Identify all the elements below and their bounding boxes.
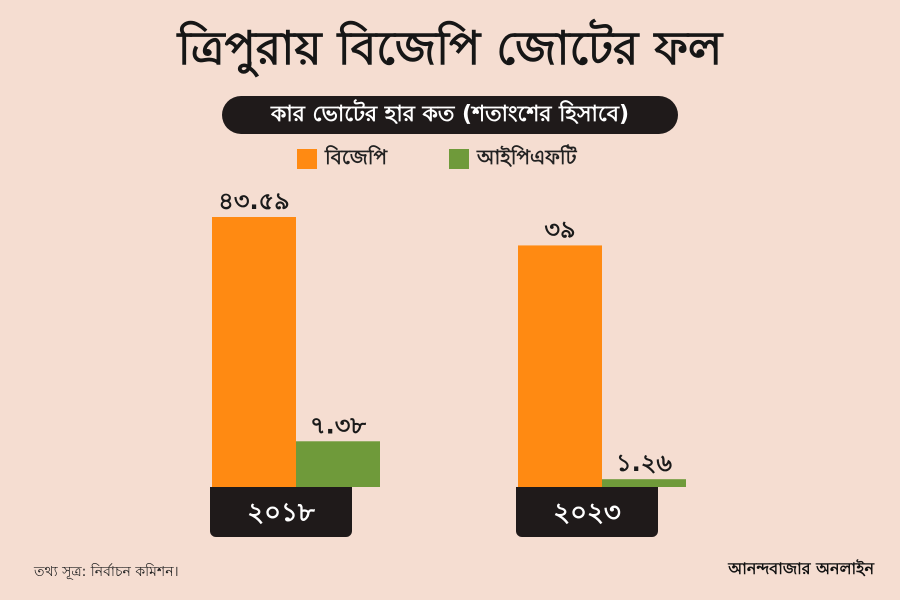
data-label-bjp-1: ৩৯ bbox=[544, 215, 575, 243]
legend-label-ipft: আইপিএফটি bbox=[477, 144, 577, 169]
source-note: তথ্য সূত্র: নির্বাচন কমিশন। bbox=[34, 564, 179, 580]
bar-bjp-0 bbox=[212, 217, 296, 487]
chart-title: ত্রিপুরায় বিজেপি জোটের ফল bbox=[177, 21, 723, 75]
legend-label-bjp: বিজেপি bbox=[325, 144, 388, 169]
year-box-top-1 bbox=[516, 487, 658, 495]
data-label-ipft-1: ১.২৬ bbox=[616, 449, 672, 477]
chart-subtitle: কার ভোটের হার কত (শতাংশের হিসাবে) bbox=[222, 96, 678, 134]
year-box-1 bbox=[516, 487, 658, 537]
bar-ipft-0 bbox=[296, 441, 380, 487]
legend-swatch-ipft bbox=[449, 149, 469, 169]
category-label-1: ২০২৩ bbox=[553, 498, 621, 528]
legend: বিজেপি আইপিএফটি bbox=[0, 145, 900, 172]
legend-swatch-bjp bbox=[297, 149, 317, 169]
bar-bjp-1 bbox=[518, 245, 602, 487]
data-label-ipft-0: ৭.৩৮ bbox=[310, 411, 366, 439]
category-label-0: ২০১৮ bbox=[247, 498, 316, 528]
year-box-top-0 bbox=[210, 487, 352, 495]
legend-item-ipft: আইপিএফটি bbox=[449, 145, 576, 172]
legend-item-bjp: বিজেপি bbox=[297, 145, 387, 172]
data-label-bjp-0: ৪৩.৫৯ bbox=[218, 187, 289, 215]
year-box-0 bbox=[210, 487, 352, 537]
bar-ipft-1 bbox=[602, 479, 686, 487]
brand-logo: আনন্দবাজার অনলাইন bbox=[728, 559, 874, 578]
